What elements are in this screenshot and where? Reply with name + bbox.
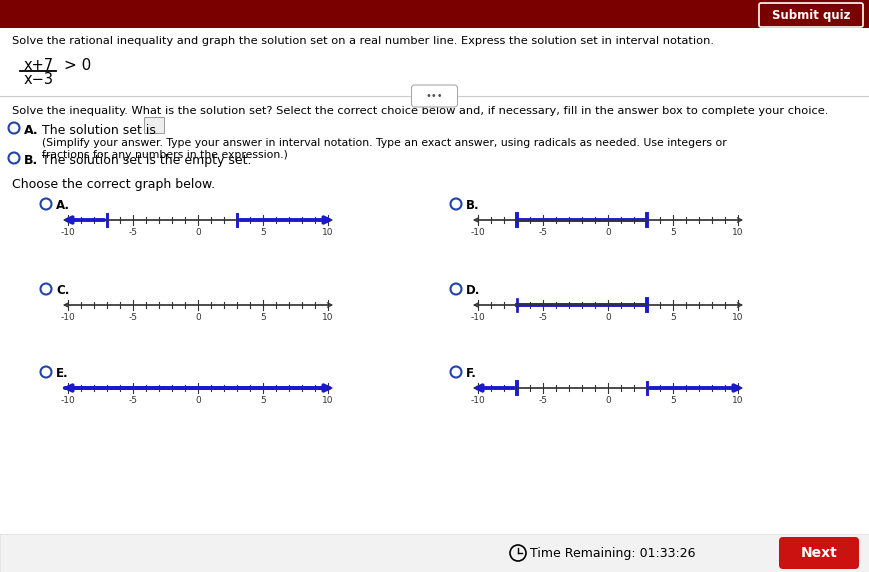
Text: 0: 0 xyxy=(605,228,611,237)
Text: The solution set is the empty set.: The solution set is the empty set. xyxy=(42,154,251,167)
Text: 10: 10 xyxy=(733,228,744,237)
Text: 10: 10 xyxy=(733,313,744,322)
Text: 5: 5 xyxy=(260,313,266,322)
FancyBboxPatch shape xyxy=(759,3,863,27)
Text: E.: E. xyxy=(56,367,69,380)
Text: -10: -10 xyxy=(471,228,486,237)
FancyBboxPatch shape xyxy=(412,85,457,107)
Text: 0: 0 xyxy=(196,396,201,405)
Text: 5: 5 xyxy=(670,228,676,237)
Bar xyxy=(0,534,869,572)
Text: B.: B. xyxy=(24,154,38,167)
Text: Solve the rational inequality and graph the solution set on a real number line. : Solve the rational inequality and graph … xyxy=(12,36,714,46)
Text: 5: 5 xyxy=(670,313,676,322)
FancyBboxPatch shape xyxy=(779,537,859,569)
Text: 5: 5 xyxy=(670,396,676,405)
Text: The solution set is: The solution set is xyxy=(42,124,156,137)
Text: D.: D. xyxy=(466,284,481,297)
Text: Choose the correct graph below.: Choose the correct graph below. xyxy=(12,178,216,191)
Text: 5: 5 xyxy=(260,228,266,237)
Text: -10: -10 xyxy=(471,396,486,405)
Text: Submit quiz: Submit quiz xyxy=(772,9,850,22)
FancyBboxPatch shape xyxy=(144,117,164,133)
Text: A.: A. xyxy=(24,124,38,137)
Text: Solve the inequality. What is the solution set? Select the correct choice below : Solve the inequality. What is the soluti… xyxy=(12,106,828,116)
Text: Next: Next xyxy=(800,546,838,560)
Text: -5: -5 xyxy=(539,228,547,237)
Text: x−3: x−3 xyxy=(24,72,54,87)
Text: -5: -5 xyxy=(129,313,137,322)
Text: -10: -10 xyxy=(61,313,76,322)
Text: -10: -10 xyxy=(61,228,76,237)
Text: 10: 10 xyxy=(322,313,334,322)
Text: 0: 0 xyxy=(196,228,201,237)
Text: -5: -5 xyxy=(539,396,547,405)
Text: 0: 0 xyxy=(196,313,201,322)
Bar xyxy=(0,0,869,28)
Text: (Simplify your answer. Type your answer in interval notation. Type an exact answ: (Simplify your answer. Type your answer … xyxy=(42,138,726,148)
Text: 0: 0 xyxy=(605,313,611,322)
Text: > 0: > 0 xyxy=(64,58,91,73)
Text: A.: A. xyxy=(56,199,70,212)
Text: 0: 0 xyxy=(605,396,611,405)
Text: -10: -10 xyxy=(61,396,76,405)
Text: -5: -5 xyxy=(129,396,137,405)
Text: 5: 5 xyxy=(260,396,266,405)
Text: -5: -5 xyxy=(539,313,547,322)
Text: -10: -10 xyxy=(471,313,486,322)
Text: Time Remaining: 01:33:26: Time Remaining: 01:33:26 xyxy=(530,546,695,559)
Text: 10: 10 xyxy=(322,228,334,237)
Text: 10: 10 xyxy=(733,396,744,405)
Text: C.: C. xyxy=(56,284,70,297)
Text: fractions for any numbers in the expression.): fractions for any numbers in the express… xyxy=(42,150,288,160)
Text: -5: -5 xyxy=(129,228,137,237)
Text: B.: B. xyxy=(466,199,480,212)
Text: 10: 10 xyxy=(322,396,334,405)
Text: x+7: x+7 xyxy=(24,58,54,73)
Text: •••: ••• xyxy=(426,91,443,101)
Text: F.: F. xyxy=(466,367,477,380)
